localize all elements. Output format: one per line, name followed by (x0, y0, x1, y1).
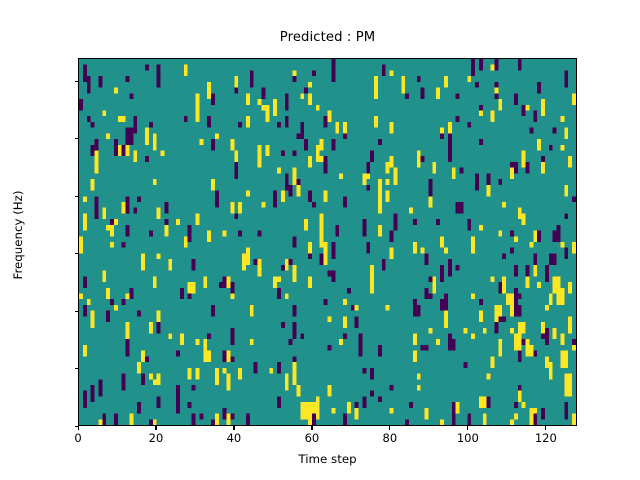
y-tick-mark (74, 195, 78, 197)
x-tick-mark (389, 426, 391, 430)
x-tick-mark (77, 426, 79, 430)
chart-title: Predicted : PM (279, 30, 376, 45)
y-tick-mark (74, 138, 78, 140)
y-tick-mark (74, 253, 78, 255)
y-axis-label: Frequency (Hz) (11, 190, 25, 280)
x-tick-mark (545, 426, 547, 430)
y-tick-mark (74, 80, 78, 82)
y-tick-mark (74, 310, 78, 312)
x-tick-mark (311, 426, 313, 430)
heatmap-axes (78, 58, 577, 426)
x-tick-label: 120 (534, 431, 557, 445)
y-tick-mark (74, 425, 78, 427)
x-tick-mark (155, 426, 157, 430)
x-tick-mark (467, 426, 469, 430)
heatmap-image (79, 59, 576, 425)
x-tick-label: 60 (304, 431, 320, 445)
x-tick-label: 100 (456, 431, 479, 445)
x-tick-mark (233, 426, 235, 430)
x-tick-label: 80 (382, 431, 398, 445)
x-tick-label: 40 (226, 431, 242, 445)
x-tick-label: 20 (148, 431, 164, 445)
y-tick-mark (74, 368, 78, 370)
x-axis-label: Time step (298, 452, 357, 466)
x-tick-label: 0 (74, 431, 82, 445)
